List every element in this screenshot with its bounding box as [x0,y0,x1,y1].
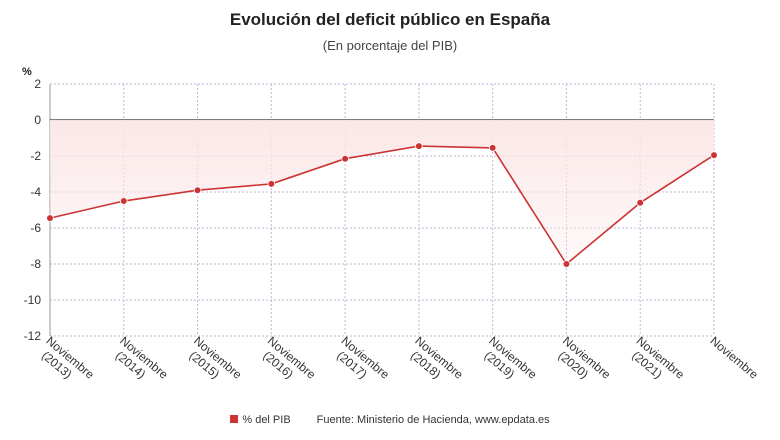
y-tick-label: -6 [30,221,41,235]
y-tick-label: 2 [34,77,41,91]
series-line-group [46,142,718,268]
x-tick-label: Noviembre(2019) [477,334,540,393]
y-axis-unit: % [22,66,32,78]
x-tick-label: Noviembre(2021) [625,334,688,393]
series-line [49,145,715,266]
data-point [341,154,349,163]
data-point [710,151,718,159]
y-tick-label: -12 [24,329,42,343]
x-tick-label: Noviembre(2015) [182,334,245,393]
data-point [119,197,128,205]
x-tick-label: Noviembre(2014) [108,334,171,393]
data-point [267,180,276,188]
chart-subtitle: (En porcentaje del PIB) [322,38,458,53]
data-point [488,144,497,152]
x-tick-label: Noviembre(2017) [330,334,393,393]
y-tick-label: -10 [24,293,42,307]
y-tick-label: 0 [34,113,41,127]
legend-label: % del PIB [242,414,291,426]
data-point [415,142,423,150]
x-tick-label: Noviembre(2020) [551,334,614,393]
data-point [193,186,202,195]
data-point [636,199,645,207]
area-fill [50,120,714,264]
area-shape [50,120,714,264]
source-note: Fuente: Ministerio de Hacienda, www.epda… [316,414,550,426]
x-tick-label: Noviembre(2013) [34,334,97,393]
x-tick-line: Noviembre [707,334,761,382]
chart-title: Evolución del deficit público en España [229,10,551,29]
y-tick-label: -4 [30,185,41,199]
y-axis: 2 0 -2 -4 -6 -8 -10 -12 [24,77,42,343]
x-tick-label: Noviembre [707,334,761,382]
data-point [46,214,54,222]
x-axis: Noviembre(2013) Noviembre(2014) Noviembre(… [34,334,761,393]
legend: % del PIB Fuente: Ministerio de Hacienda,… [0,414,780,426]
x-tick-label: Noviembre(2018) [403,334,466,393]
y-tick-label: -2 [30,149,41,163]
y-tick-label: -8 [30,257,41,271]
x-tick-label: Noviembre(2016) [256,334,319,393]
legend-swatch [230,415,239,423]
data-point [562,260,571,268]
